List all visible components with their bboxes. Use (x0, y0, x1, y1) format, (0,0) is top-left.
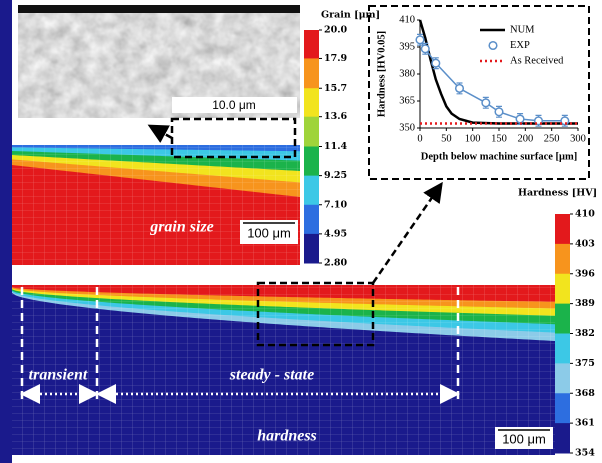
data-point (432, 59, 440, 67)
colorbar-band (555, 274, 570, 304)
colorbar-band (304, 117, 319, 147)
colorbar-band (555, 334, 570, 364)
x-tick-label: 50 (441, 133, 452, 144)
colorbar-band (304, 205, 319, 235)
scale-bar-label: 100 μm (502, 431, 546, 446)
colorbar-band (555, 304, 570, 334)
colorbar-band (304, 147, 319, 177)
figure: 10.0 μm grain size 100 μm 100 μm transient s… (0, 0, 602, 463)
data-point (421, 45, 429, 53)
colorbar-band (304, 88, 319, 117)
x-tick-label: 200 (517, 133, 533, 144)
x-tick-label: 0 (417, 133, 422, 144)
colorbar-label: 9.25 (324, 170, 347, 181)
y-axis-label: Hardness [HV0.05] (376, 31, 387, 117)
colorbar-band (555, 214, 570, 244)
colorbar-band (555, 393, 570, 423)
data-point (561, 117, 569, 125)
data-point (482, 99, 490, 107)
colorbar-band (555, 363, 570, 393)
colorbar-label: 368 (575, 388, 595, 399)
colorbar-band (304, 30, 319, 59)
colorbar-label: 7.10 (324, 199, 348, 210)
colorbar-label: 13.6 (324, 111, 348, 122)
zoom-arrow (152, 127, 172, 138)
x-tick-label: 250 (544, 133, 560, 144)
zoom-arrow (373, 186, 440, 283)
colorbar-band (555, 244, 570, 274)
data-point (495, 108, 503, 116)
legend-label: NUM (510, 24, 535, 35)
sem-image: 10.0 μm (18, 5, 300, 118)
colorbar-label: 354 (575, 448, 595, 459)
colorbar-band (304, 176, 319, 206)
y-tick-label: 350 (399, 122, 415, 133)
x-axis-label: Depth below machine surface [μm] (421, 151, 577, 162)
region-label: transient (29, 367, 88, 384)
colorbar-label: 375 (575, 358, 595, 369)
colorbar-label: 11.4 (324, 141, 348, 152)
hardness-colorbar-title: Hardness [HV] (518, 188, 597, 199)
hardness-map-label: hardness (257, 428, 317, 445)
colorbar-label: 389 (575, 298, 595, 309)
colorbar-label: 20.0 (324, 25, 348, 36)
data-point (456, 85, 464, 93)
y-tick-label: 365 (399, 95, 415, 106)
data-point (416, 36, 424, 44)
sem-edge (18, 5, 300, 13)
x-tick-label: 150 (491, 133, 507, 144)
colorbar-band (304, 58, 319, 88)
grain-map-label: grain size (149, 219, 214, 236)
colorbar-label: 361 (575, 418, 595, 429)
y-tick-label: 410 (399, 14, 415, 25)
sem-scale-label: 10.0 μm (212, 98, 256, 112)
colorbar-label: 17.9 (324, 53, 348, 64)
colorbar-label: 396 (575, 268, 595, 279)
legend-label: As Received (510, 55, 564, 66)
grain-colorbar-title: Grain [μm] (321, 10, 380, 21)
scale-bar-label: 100 μm (247, 225, 291, 240)
legend-marker (489, 42, 497, 50)
x-tick-label: 300 (570, 133, 586, 144)
colorbar-band (304, 234, 319, 264)
y-tick-label: 380 (399, 68, 415, 79)
colorbar-label: 4.95 (324, 228, 347, 239)
y-tick-label: 395 (399, 41, 415, 52)
legend-label: EXP (510, 40, 530, 51)
colorbar-label: 15.7 (324, 83, 347, 94)
x-tick-label: 100 (465, 133, 481, 144)
left-strip (0, 0, 12, 463)
data-point (516, 115, 524, 123)
colorbar-label: 382 (575, 328, 595, 339)
region-label: steady - state (229, 367, 314, 384)
colorbar-label: 410 (575, 209, 595, 220)
colorbar-label: 403 (575, 238, 595, 249)
colorbar-label: 2.80 (324, 258, 348, 269)
inset-chart: Depth below machine surface [μm] Hardnes… (369, 6, 589, 179)
map-mesh (12, 145, 300, 265)
colorbar-band (555, 423, 570, 453)
